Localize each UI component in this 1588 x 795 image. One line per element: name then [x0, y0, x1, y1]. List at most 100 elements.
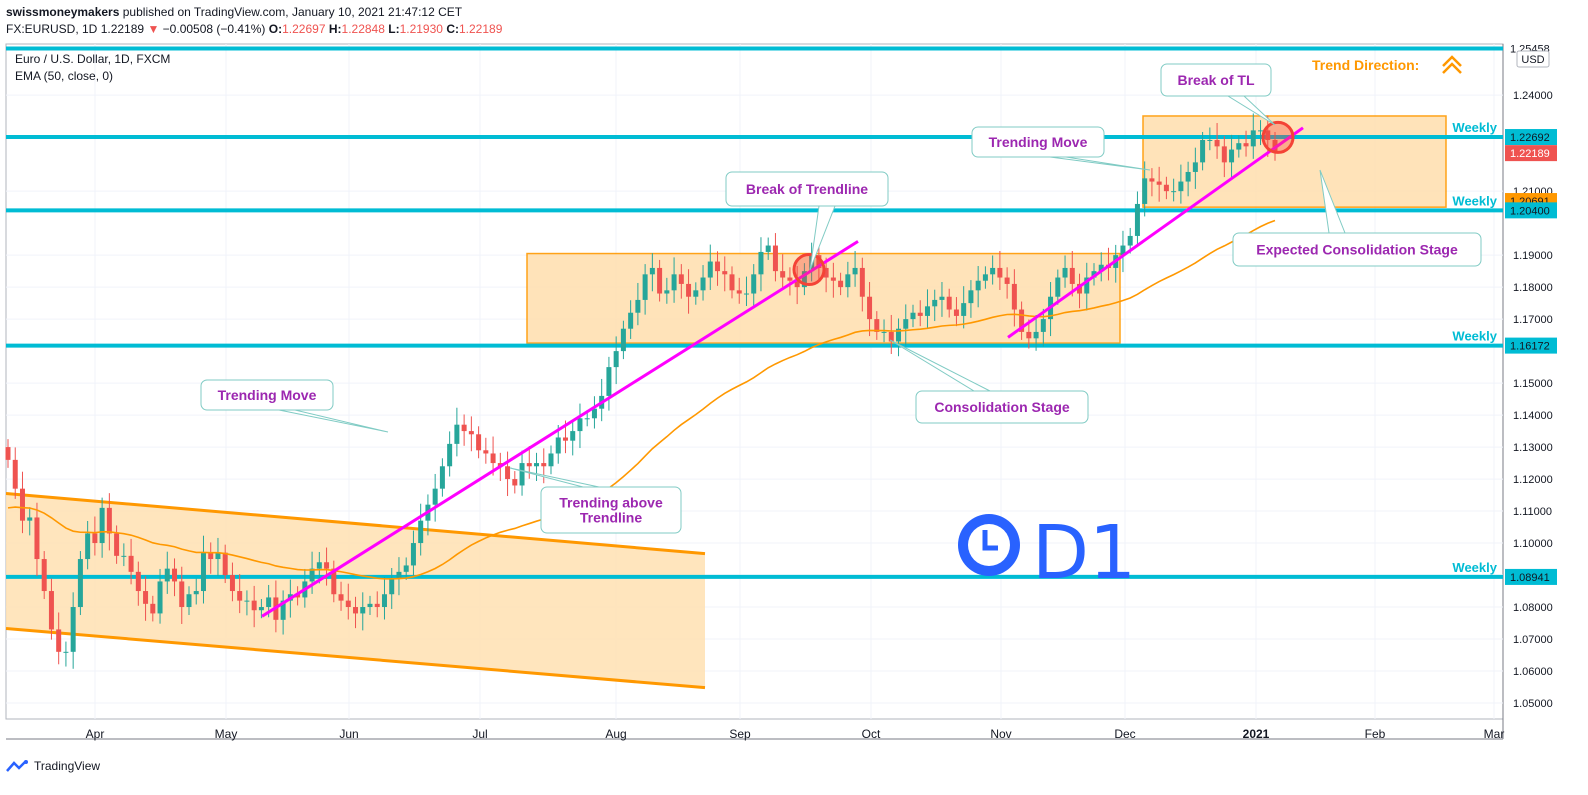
candle-body [12, 459, 18, 489]
x-tick-label: Mar [1484, 727, 1505, 741]
callout-box [540, 486, 682, 534]
weekly-label: Weekly [1452, 329, 1497, 344]
candle-body [758, 251, 764, 275]
candle-body [700, 277, 706, 291]
y-tick-label: 1.08000 [1513, 602, 1553, 614]
candle [845, 261, 851, 298]
candle-body [338, 594, 344, 601]
candle-body [968, 290, 974, 304]
x-tick-label: Sep [729, 727, 751, 741]
candle-body [541, 463, 547, 467]
down-arrow-icon: ▼ [147, 22, 160, 36]
candle [1171, 178, 1177, 202]
candle [1011, 269, 1017, 327]
x-tick-label: Nov [990, 727, 1011, 741]
candle [121, 543, 127, 567]
candle-body [353, 607, 359, 614]
x-tick-label: Feb [1365, 727, 1386, 741]
x-tick-label: Aug [605, 727, 626, 741]
callout-box [915, 390, 1089, 424]
candle-body [715, 261, 721, 272]
annotation-callout: Consolidation Stage [889, 339, 1089, 424]
low-label: L: [388, 22, 400, 36]
candle [345, 583, 351, 620]
candle [1250, 113, 1256, 159]
candle-body [121, 555, 127, 557]
candle-body [1200, 139, 1206, 163]
y-tick-label: 1.15000 [1513, 378, 1553, 390]
break-marker-icon [1261, 120, 1295, 154]
callout-box [1160, 63, 1272, 97]
candle-body [439, 466, 445, 489]
x-tick-label: Oct [862, 727, 881, 741]
candle [316, 552, 322, 584]
candle [432, 473, 438, 522]
candle [381, 577, 387, 620]
candle-body [179, 581, 185, 608]
candle-body [924, 306, 930, 316]
candle [237, 574, 243, 614]
candle-body [1091, 271, 1097, 278]
candle-body [367, 603, 373, 608]
candle [114, 525, 120, 564]
candle-body [1192, 162, 1198, 172]
open-label: O: [268, 22, 283, 36]
candle-body [1062, 267, 1068, 278]
price-badge-bg [1505, 145, 1557, 162]
candle-body [432, 488, 438, 505]
weekly-label: Weekly [1452, 193, 1497, 208]
callout-text: Trendline [580, 510, 642, 526]
candle-body [961, 303, 967, 316]
candle [686, 269, 692, 314]
annotation-callout: Break of TL [1160, 63, 1276, 126]
candle-body [143, 591, 149, 604]
candle [295, 586, 301, 606]
candle-body [128, 555, 134, 572]
author-name[interactable]: swissmoneymakers [6, 5, 120, 19]
callout-text: Break of Trendline [746, 181, 868, 197]
candle-body [1026, 331, 1032, 339]
candle-body [324, 562, 330, 569]
candle-body [787, 277, 793, 281]
candle-body [483, 450, 489, 454]
candle-body [1033, 331, 1039, 339]
candle [1200, 131, 1206, 171]
candle-body [845, 274, 851, 288]
candle-body [534, 463, 540, 467]
candle-body [99, 507, 105, 544]
candle-body [997, 267, 1003, 278]
x-tick-label: Jul [472, 727, 487, 741]
candle-body [1055, 277, 1061, 297]
candle-body [389, 578, 395, 595]
tradingview-footer[interactable]: TradingView [6, 759, 100, 773]
timeframe-badge: D1 [1032, 510, 1136, 596]
candle-body [1250, 130, 1256, 147]
candle-body [381, 594, 387, 608]
x-tick-label: Jun [339, 727, 358, 741]
candle [649, 253, 655, 292]
candle [468, 416, 474, 452]
candle-body [917, 312, 923, 316]
candle-body [990, 267, 996, 275]
close-label: C: [446, 22, 459, 36]
candle-body [707, 261, 713, 278]
candle-body [584, 418, 590, 420]
candle [505, 451, 511, 497]
candle-body [859, 267, 865, 297]
price-badge-text: 1.22692 [1510, 132, 1550, 144]
candle [63, 641, 69, 667]
ohlc-bar: FX:EURUSD, 1D 1.22189 ▼ −0.00508 (−0.41%… [6, 22, 502, 36]
candle-body [295, 594, 301, 598]
candle [722, 256, 728, 292]
close-value: 1.22189 [458, 22, 503, 36]
candle-body [63, 651, 69, 653]
candle [939, 282, 945, 317]
high-label: H: [328, 22, 342, 36]
candle-body [237, 591, 243, 601]
candle [512, 471, 518, 494]
callout-text: Trending Move [989, 134, 1088, 150]
candle [1040, 308, 1046, 347]
candle-body [410, 543, 416, 566]
candle [1243, 130, 1249, 157]
